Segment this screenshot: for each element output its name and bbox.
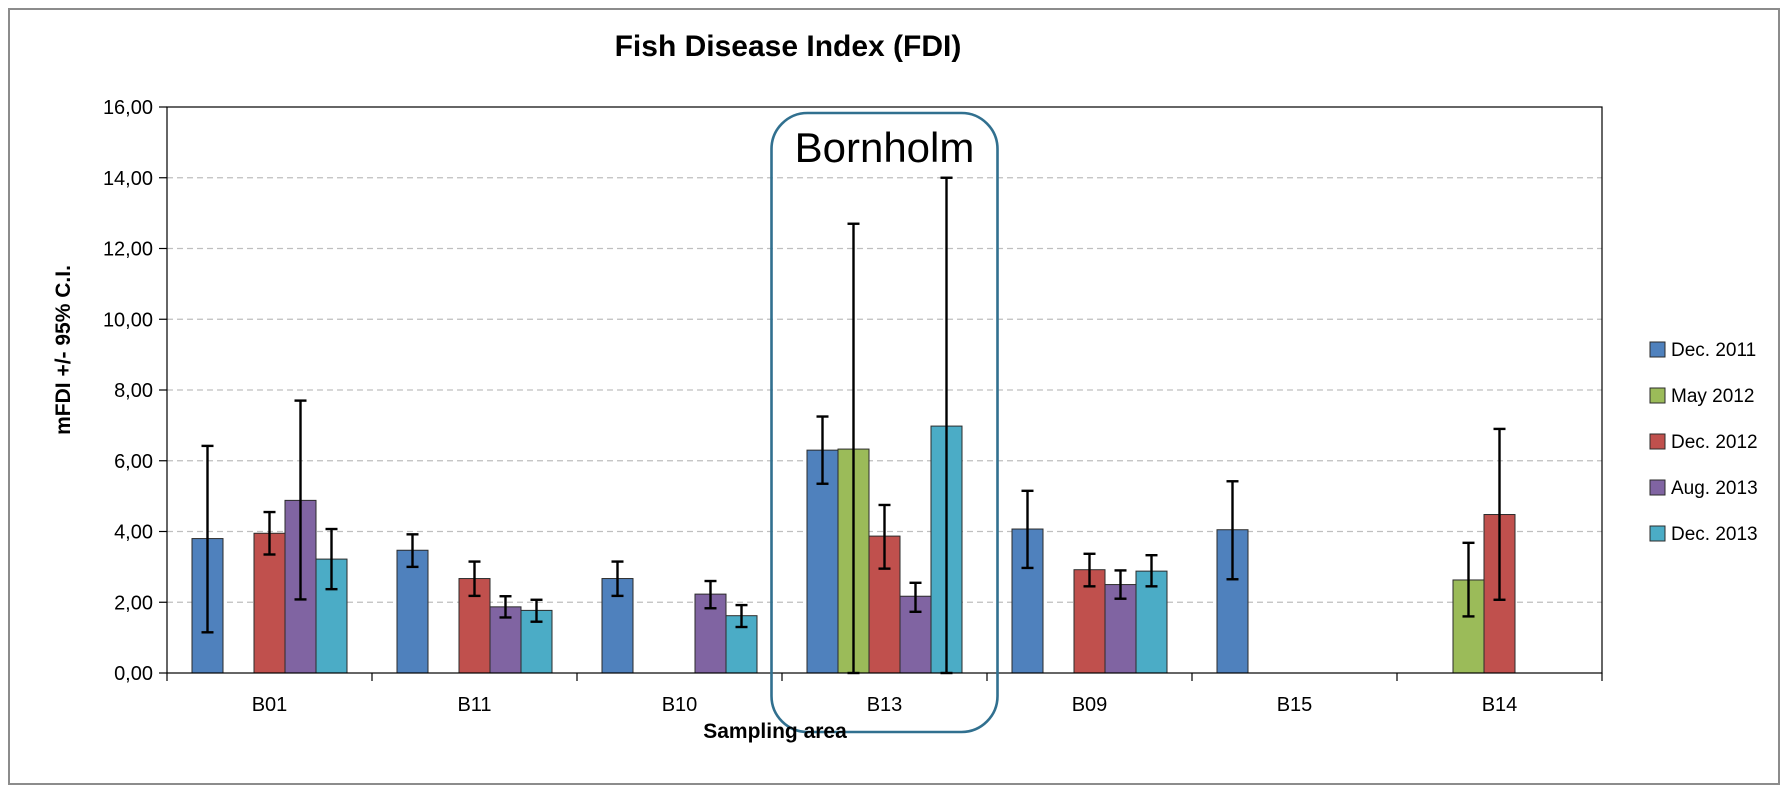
legend-entry: Dec. 2012: [1671, 432, 1758, 453]
annotation-group: Bornholm: [770, 111, 999, 734]
x-tick-label: B15: [1277, 694, 1313, 716]
y-tick-label: 14,00: [103, 168, 153, 190]
y-tick-label: 10,00: [103, 309, 153, 331]
chart-title: Fish Disease Index (FDI): [615, 30, 962, 63]
y-tick-label: 16,00: [103, 97, 153, 119]
plot-area-border: [166, 106, 1603, 674]
legend-entry: Dec. 2011: [1671, 340, 1756, 361]
legend-swatch: [1649, 479, 1666, 496]
y-tick-label: 0,00: [114, 663, 153, 685]
annotation-label: Bornholm: [795, 124, 975, 171]
tick-labels-group: 0,00 2,00 4,00 6,00 8,00 10,00 12,00 14,00 16,00…: [103, 97, 1517, 716]
y-tick-label: 12,00: [103, 239, 153, 261]
x-tick-label: B14: [1482, 694, 1518, 716]
bar-chart: 0,00 2,00 4,00 6,00 8,00 10,00 12,00 14,00 16,00…: [52, 30, 1758, 743]
x-axis-title: Sampling area: [703, 720, 847, 743]
axes-group: [159, 106, 1603, 681]
x-tick-label: B13: [867, 694, 903, 716]
legend-swatch: [1649, 433, 1666, 450]
annotation-box: [770, 111, 999, 734]
x-tick-label: B10: [662, 694, 698, 716]
legend-entry: Aug. 2013: [1671, 478, 1758, 499]
x-tick-label: B11: [457, 694, 491, 716]
bar-b09-4: [1135, 570, 1168, 674]
legend-swatch: [1649, 387, 1666, 404]
y-tick-label: 2,00: [114, 592, 153, 614]
y-axis-title: mFDI +/- 95% C.I.: [52, 265, 75, 435]
legend-entry: May 2012: [1671, 386, 1754, 407]
gridlines: [167, 177, 1602, 603]
y-tick-label: 4,00: [114, 522, 153, 544]
y-tick-label: 6,00: [114, 451, 153, 473]
legend-swatch: [1649, 341, 1666, 358]
bar-b13-0: [806, 449, 839, 674]
chart-frame: 0,00 2,00 4,00 6,00 8,00 10,00 12,00 14,00 16,00…: [8, 8, 1780, 785]
legend-swatch: [1649, 525, 1666, 542]
y-tick-label: 8,00: [114, 380, 153, 402]
legend-entry: Dec. 2013: [1671, 524, 1758, 545]
legend: Dec. 2011 May 2012 Dec. 2012 Aug. 2013 Dec. …: [1649, 340, 1758, 545]
x-tick-label: B09: [1072, 694, 1108, 716]
x-tick-label: B01: [252, 694, 288, 716]
bar-b11-0: [396, 549, 429, 674]
error-bars-group: [201, 176, 1506, 675]
